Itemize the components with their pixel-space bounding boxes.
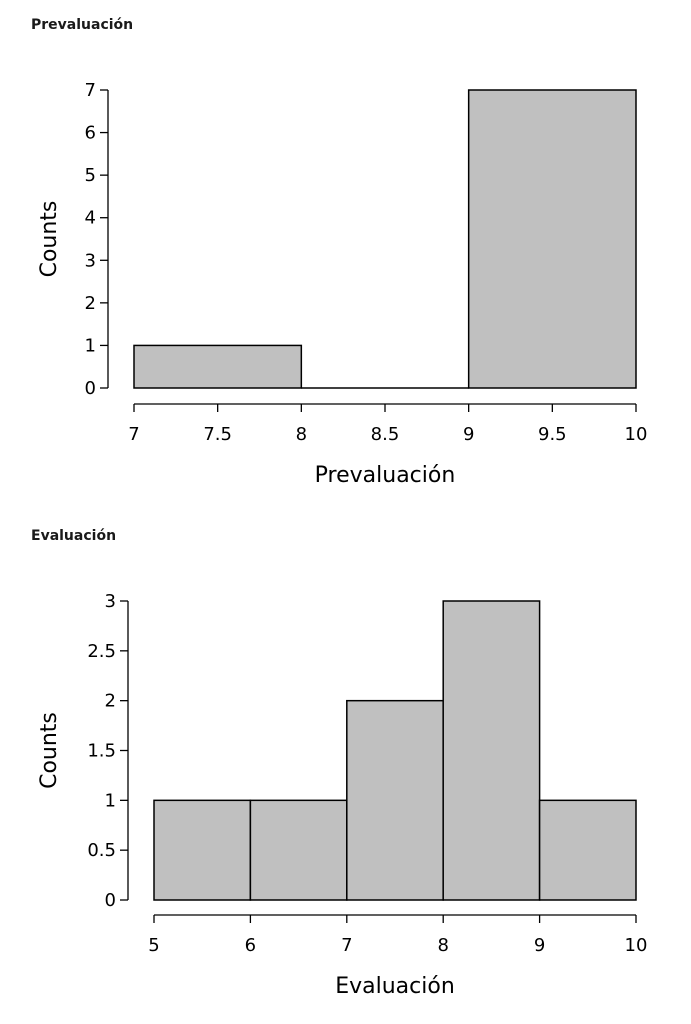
- prevaluacion-y-tick-label: 2: [85, 293, 96, 314]
- prevaluacion-y-tick-label: 6: [85, 123, 96, 144]
- evaluacion-bar-0: [153, 799, 252, 901]
- chart-title-evaluacion: Evaluación: [31, 528, 117, 544]
- prevaluacion-x-tick-label: 7: [128, 424, 139, 445]
- evaluacion-y-tick-label: 2.5: [87, 641, 116, 662]
- evaluacion-y-tick-label: 1: [105, 790, 116, 811]
- evaluacion-y-tick-label: 0.5: [87, 840, 116, 861]
- evaluacion-y-tick-label: 3: [105, 591, 116, 612]
- evaluacion-bar-4: [538, 799, 637, 901]
- histogram-evaluacion: 0 0.5 1 1.5 2 2.5 3 5 6 7 8 9 10 Evaluación Counts: [37, 591, 648, 999]
- evaluacion-x-tick-label: 5: [148, 935, 159, 956]
- evaluacion-bar-1: [249, 799, 348, 901]
- prevaluacion-y-tick-label: 7: [85, 80, 96, 101]
- prevaluacion-x-tick-label: 8.5: [371, 424, 400, 445]
- prevaluacion-bar-2: [467, 89, 637, 389]
- evaluacion-x-tick-label: 6: [245, 935, 256, 956]
- prevaluacion-x-tick-label: 9.5: [538, 424, 567, 445]
- prevaluacion-x-axis-label: Prevaluación: [315, 463, 456, 488]
- evaluacion-x-tick-label: 9: [534, 935, 545, 956]
- evaluacion-x-tick-label: 8: [437, 935, 448, 956]
- evaluacion-y-tick-label: 1.5: [87, 741, 116, 762]
- evaluacion-bar-2: [346, 699, 444, 901]
- prevaluacion-x-tick-label: 7.5: [203, 424, 232, 445]
- evaluacion-x-tick-label: 7: [341, 935, 352, 956]
- evaluacion-x-axis-label: Evaluación: [335, 974, 455, 999]
- prevaluacion-x-tick-label: 8: [296, 424, 307, 445]
- evaluacion-y-tick-label: 2: [105, 691, 116, 712]
- prevaluacion-y-tick-label: 0: [85, 378, 96, 399]
- prevaluacion-x-tick-label: 9: [463, 424, 474, 445]
- prevaluacion-y-tick-label: 1: [85, 335, 96, 356]
- evaluacion-y-axis-label: Counts: [37, 712, 62, 789]
- evaluacion-bar-3: [442, 600, 541, 901]
- prevaluacion-y-tick-label: 5: [85, 165, 96, 186]
- histogram-prevaluacion: 0 1 2 3 4 5 6 7 7 7.5 8 8.5 9 9.5 10 Prevaluación Counts: [37, 80, 648, 488]
- prevaluacion-x-tick-label: 10: [625, 424, 648, 445]
- prevaluacion-y-axis-label: Counts: [37, 201, 62, 278]
- prevaluacion-bar-0: [133, 344, 303, 389]
- chart-title-prevaluacion: Prevaluación: [31, 17, 134, 33]
- prevaluacion-y-tick-label: 3: [85, 250, 96, 271]
- evaluacion-x-tick-label: 10: [625, 935, 648, 956]
- evaluacion-y-tick-label: 0: [105, 890, 116, 911]
- prevaluacion-y-tick-label: 4: [85, 208, 96, 229]
